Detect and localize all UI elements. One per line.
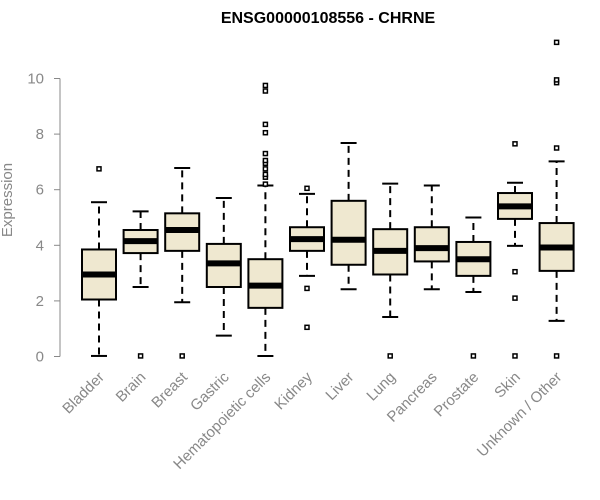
y-tick-label-0: 0 bbox=[36, 349, 44, 366]
chart-title: ENSG00000108556 - CHRNE bbox=[221, 10, 436, 27]
outlier-4-2 bbox=[262, 171, 269, 178]
y-tick-label-1: 2 bbox=[36, 293, 44, 310]
y-axis: 0 2 4 6 8 10 bbox=[27, 71, 61, 366]
box-group-10 bbox=[497, 141, 533, 359]
outlier-1-0 bbox=[137, 353, 144, 359]
box-group-1 bbox=[122, 210, 159, 359]
outlier-4-0 bbox=[262, 181, 269, 187]
outlier-4-10 bbox=[262, 82, 269, 89]
x-tick-label-10: Skin bbox=[491, 369, 524, 402]
box-group-7 bbox=[372, 182, 409, 359]
outlier-0-0 bbox=[96, 166, 102, 172]
box-group-3 bbox=[205, 197, 242, 337]
outlier-11-0 bbox=[553, 145, 560, 151]
outlier-2-0 bbox=[179, 353, 185, 359]
box-6 bbox=[330, 199, 367, 266]
outlier-4-8 bbox=[262, 121, 269, 128]
box-group-0 bbox=[81, 166, 117, 357]
box-group-4 bbox=[247, 82, 284, 357]
y-tick-label-5: 10 bbox=[27, 71, 44, 88]
box-group-5 bbox=[289, 185, 325, 331]
outlier-11-2 bbox=[553, 77, 560, 83]
box-group-2 bbox=[164, 167, 201, 359]
x-tick-label-1: Brain bbox=[113, 369, 150, 406]
y-tick-label-3: 6 bbox=[36, 182, 44, 199]
outlier-10-3 bbox=[512, 353, 518, 359]
x-tick-label-7: Lung bbox=[363, 369, 399, 405]
x-tick-label-5: Kidney bbox=[271, 368, 316, 413]
x-tick-label-9: Prostate bbox=[431, 369, 483, 421]
outlier-10-0 bbox=[512, 141, 518, 147]
box-group-8 bbox=[413, 184, 450, 291]
outlier-11-3 bbox=[553, 39, 560, 46]
outlier-5-2 bbox=[304, 324, 310, 331]
outlier-4-3 bbox=[262, 166, 269, 172]
x-tick-label-2: Breast bbox=[148, 368, 191, 411]
y-axis-label: Expression bbox=[0, 163, 16, 237]
y-tick-label-2: 4 bbox=[36, 237, 44, 254]
boxes bbox=[81, 39, 575, 359]
outlier-4-6 bbox=[262, 150, 269, 157]
x-tick-label-0: Bladder bbox=[59, 369, 108, 418]
box-group-6 bbox=[330, 141, 367, 291]
outlier-5-1 bbox=[304, 285, 310, 292]
y-tick-label-4: 8 bbox=[36, 126, 44, 143]
outlier-4-9 bbox=[262, 88, 269, 94]
box-group-9 bbox=[455, 216, 492, 359]
box-8 bbox=[413, 226, 450, 263]
outlier-4-7 bbox=[262, 129, 269, 136]
outlier-4-5 bbox=[262, 157, 269, 164]
outlier-10-1 bbox=[512, 268, 518, 275]
outlier-5-0 bbox=[304, 185, 310, 192]
outlier-9-0 bbox=[470, 353, 477, 359]
box-group-11 bbox=[538, 39, 575, 359]
outlier-11-4 bbox=[553, 353, 560, 359]
outlier-10-2 bbox=[512, 295, 518, 301]
x-tick-label-6: Liver bbox=[322, 369, 357, 404]
outlier-7-0 bbox=[387, 353, 393, 359]
